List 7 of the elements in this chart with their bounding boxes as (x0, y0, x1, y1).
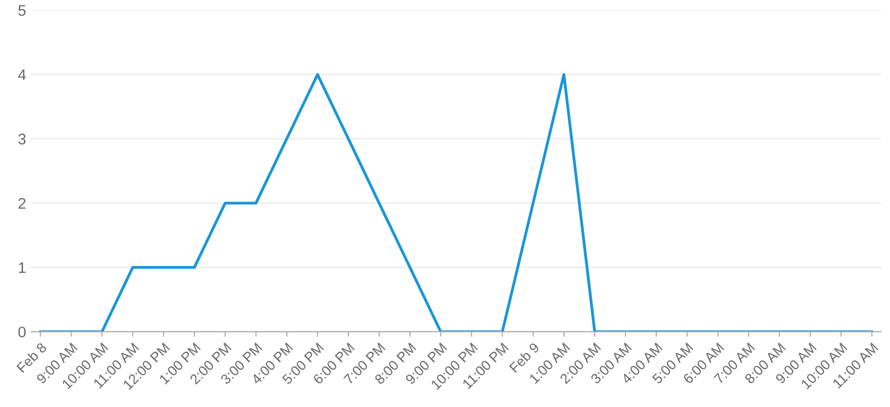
y-tick-label: 5 (18, 5, 26, 16)
line-series (39, 73, 874, 332)
y-tick-label: 4 (18, 70, 26, 80)
y-tick-label: 0 (18, 326, 26, 338)
y-tick-label: 3 (18, 134, 26, 144)
y-tick-label: 2 (18, 198, 26, 209)
y-tick-label: 1 (18, 262, 26, 273)
